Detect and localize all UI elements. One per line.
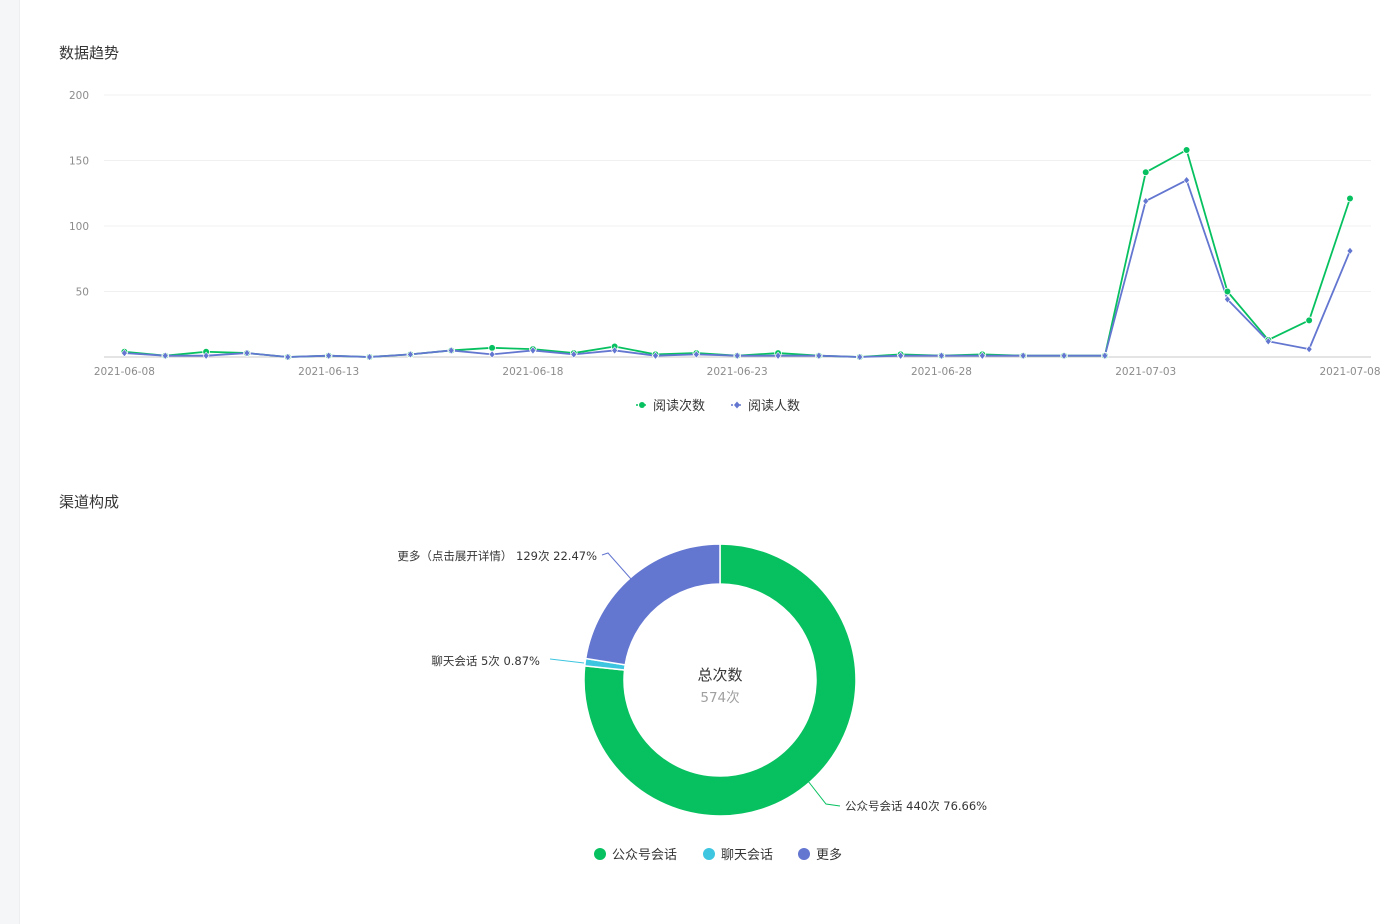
legend-item-1[interactable]: 阅读次数	[636, 398, 705, 414]
y-tick-label: 200	[69, 90, 89, 102]
channel-section-title: 渠道构成	[59, 493, 120, 511]
data-point[interactable]	[1141, 168, 1150, 177]
slice-label: 更多（点击展开详情） 129次 22.47%	[397, 549, 597, 563]
line-chart-legend: 阅读次数 阅读人数	[636, 398, 800, 414]
data-point[interactable]	[652, 351, 659, 360]
data-point[interactable]	[897, 351, 905, 360]
data-point[interactable]	[1346, 194, 1354, 203]
label-leader-line	[807, 780, 841, 807]
data-point[interactable]	[1142, 197, 1150, 206]
data-point[interactable]	[1305, 345, 1313, 354]
legend-label: 聊天会话	[721, 848, 773, 863]
data-point[interactable]	[570, 350, 578, 359]
donut-legend-item-1[interactable]: 公众号会话	[594, 848, 677, 863]
label-leader-line	[601, 552, 632, 580]
data-point[interactable]	[1019, 351, 1027, 360]
data-point[interactable]	[1101, 351, 1109, 360]
data-point[interactable]	[611, 346, 619, 355]
data-point[interactable]	[325, 351, 333, 360]
data-point[interactable]	[161, 351, 169, 360]
legend-dot-icon	[798, 848, 810, 860]
legend-circle-icon	[639, 402, 645, 408]
label-leader-line	[549, 658, 585, 664]
legend-diamond-icon	[734, 401, 740, 409]
data-point[interactable]	[1182, 146, 1191, 154]
data-point[interactable]	[366, 352, 373, 362]
data-point[interactable]	[202, 351, 210, 360]
x-tick-label: 2021-06-08	[94, 366, 155, 378]
data-point[interactable]	[692, 350, 700, 359]
y-tick-label: 50	[76, 287, 89, 299]
data-point[interactable]	[856, 352, 864, 362]
data-point[interactable]	[488, 350, 496, 359]
data-point[interactable]	[1060, 351, 1068, 360]
data-point[interactable]	[1264, 337, 1272, 346]
donut-slice-3[interactable]	[584, 543, 721, 666]
legend-label: 阅读次数	[653, 398, 705, 414]
trend-line-chart[interactable]: 50 100 150 200 2021-06-08 2021-06-13 2021-06-1…	[0, 0, 1399, 430]
data-point[interactable]	[488, 344, 496, 352]
data-point[interactable]	[1224, 295, 1231, 304]
data-point[interactable]	[1183, 176, 1190, 185]
y-tick-label: 150	[69, 156, 89, 168]
data-point[interactable]	[774, 351, 782, 360]
data-point[interactable]	[447, 346, 455, 355]
data-point[interactable]	[1346, 246, 1354, 255]
data-point[interactable]	[978, 351, 986, 360]
donut-legend-item-3[interactable]: 更多	[798, 847, 842, 863]
data-point[interactable]	[406, 350, 414, 359]
data-point[interactable]	[938, 351, 945, 360]
donut-legend: 公众号会话 聊天会话 更多	[594, 847, 842, 863]
slice-label: 公众号会话 440次 76.66%	[845, 799, 987, 813]
data-point[interactable]	[284, 352, 292, 362]
data-point[interactable]	[733, 351, 741, 360]
series-line-2	[124, 179, 1351, 358]
legend-label: 阅读人数	[748, 399, 800, 414]
donut-center-title: 总次数	[697, 666, 742, 684]
data-point[interactable]	[529, 346, 537, 355]
data-point[interactable]	[1305, 316, 1313, 325]
legend-label: 公众号会话	[612, 848, 677, 863]
donut-center-value: 574次	[700, 690, 739, 706]
x-tick-label: 2021-07-08	[1319, 366, 1380, 378]
legend-dot-icon	[594, 848, 606, 860]
trend-section-title: 数据趋势	[59, 44, 120, 62]
x-tick-label: 2021-06-23	[707, 366, 768, 378]
x-tick-label: 2021-07-03	[1115, 366, 1176, 378]
data-point[interactable]	[815, 351, 823, 360]
legend-label: 更多	[816, 847, 842, 863]
legend-dot-icon	[703, 848, 715, 860]
y-tick-label: 100	[69, 221, 89, 233]
data-point[interactable]	[121, 349, 128, 358]
left-sidebar-strip	[0, 0, 20, 924]
x-tick-label: 2021-06-13	[298, 366, 359, 378]
data-point[interactable]	[1223, 287, 1232, 296]
donut-legend-item-2[interactable]: 聊天会话	[703, 848, 773, 863]
data-point[interactable]	[243, 349, 251, 358]
slice-label: 聊天会话 5次 0.87%	[431, 654, 540, 668]
x-tick-label: 2021-06-28	[911, 366, 972, 378]
legend-item-2[interactable]: 阅读人数	[731, 399, 800, 414]
donut-slice-1[interactable]	[583, 543, 857, 817]
series-line-1	[124, 149, 1351, 358]
x-tick-label: 2021-06-18	[502, 366, 563, 378]
